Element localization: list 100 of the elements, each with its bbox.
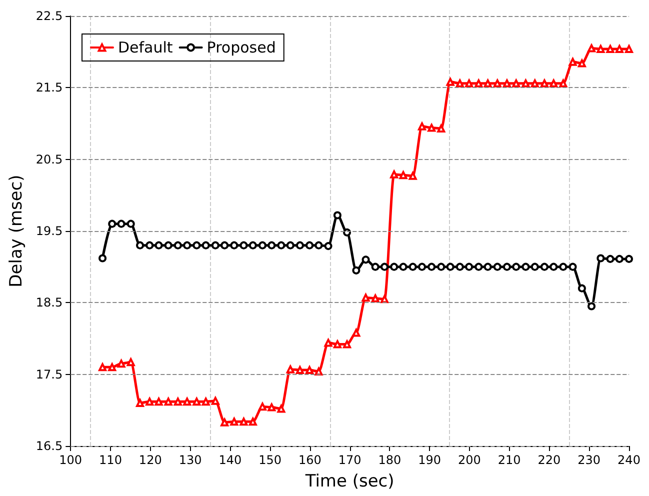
x-tick-label: 130 bbox=[178, 453, 202, 467]
point bbox=[268, 403, 276, 412]
point bbox=[268, 241, 276, 250]
point bbox=[258, 241, 266, 250]
point bbox=[380, 262, 389, 271]
point bbox=[596, 44, 605, 53]
point bbox=[277, 241, 286, 250]
x-tick-label: 210 bbox=[498, 453, 521, 467]
point bbox=[428, 124, 436, 132]
point bbox=[314, 241, 323, 250]
x-tick-label: 170 bbox=[338, 453, 362, 467]
x-tick-label: 190 bbox=[418, 453, 442, 467]
point bbox=[559, 262, 568, 271]
y-tick-label: 18.5 bbox=[36, 296, 63, 310]
point bbox=[418, 262, 426, 271]
point bbox=[512, 79, 520, 88]
x-tick-label: 240 bbox=[618, 453, 640, 467]
point bbox=[380, 295, 389, 304]
point bbox=[211, 241, 220, 250]
point bbox=[136, 241, 144, 250]
x-axis-title: Time (sec) bbox=[304, 472, 394, 492]
point bbox=[522, 79, 530, 88]
point bbox=[192, 241, 201, 250]
x-tick-label: 140 bbox=[218, 453, 242, 467]
point bbox=[596, 254, 605, 262]
point bbox=[408, 262, 417, 271]
point bbox=[211, 396, 220, 405]
point bbox=[333, 340, 342, 348]
x-tick-label: 160 bbox=[298, 453, 322, 467]
point bbox=[530, 262, 539, 271]
point bbox=[352, 266, 360, 274]
point bbox=[286, 365, 294, 374]
point bbox=[456, 79, 464, 88]
point bbox=[606, 254, 614, 263]
point bbox=[277, 404, 286, 413]
point bbox=[333, 211, 342, 220]
point bbox=[306, 241, 314, 250]
point bbox=[126, 220, 135, 228]
point bbox=[324, 338, 332, 347]
point bbox=[154, 241, 163, 250]
point bbox=[352, 328, 360, 337]
point bbox=[625, 254, 633, 263]
y-tick-label: 22.5 bbox=[36, 9, 63, 23]
point bbox=[390, 262, 398, 271]
point bbox=[117, 220, 126, 228]
point bbox=[314, 367, 323, 376]
point bbox=[446, 262, 454, 271]
point bbox=[220, 418, 229, 426]
x-tick-label: 180 bbox=[378, 453, 402, 467]
y-tick-label: 17.5 bbox=[36, 367, 63, 382]
point bbox=[559, 79, 568, 88]
y-tick-label: 19.5 bbox=[36, 224, 63, 238]
point bbox=[343, 228, 352, 236]
point bbox=[540, 79, 548, 88]
point bbox=[493, 79, 502, 88]
x-tick-label: 220 bbox=[538, 453, 561, 467]
y-tick-label: 21.5 bbox=[36, 80, 63, 95]
point bbox=[625, 44, 633, 53]
y-axis-title: Delay (msec) bbox=[6, 174, 26, 288]
x-tick-label: 150 bbox=[258, 453, 282, 467]
point bbox=[202, 241, 210, 250]
point bbox=[588, 302, 596, 310]
point bbox=[474, 79, 483, 88]
point bbox=[437, 262, 446, 271]
point bbox=[371, 262, 380, 271]
point bbox=[399, 262, 408, 271]
point bbox=[502, 79, 511, 88]
point bbox=[588, 44, 596, 52]
point bbox=[343, 340, 352, 348]
point bbox=[465, 262, 474, 271]
point bbox=[230, 241, 238, 250]
point bbox=[418, 122, 426, 130]
legend-label: Proposed bbox=[206, 38, 276, 56]
point bbox=[456, 262, 464, 271]
point bbox=[174, 241, 182, 250]
point bbox=[615, 254, 624, 263]
point bbox=[465, 79, 474, 88]
point bbox=[371, 294, 380, 302]
point bbox=[362, 256, 370, 264]
point bbox=[324, 242, 332, 250]
x-tick-label: 120 bbox=[138, 453, 162, 467]
point bbox=[606, 44, 614, 53]
point bbox=[502, 262, 511, 271]
point bbox=[522, 262, 530, 271]
point bbox=[286, 241, 294, 250]
point bbox=[493, 262, 502, 271]
point bbox=[540, 262, 548, 271]
y-tick-label: 16.5 bbox=[36, 439, 63, 453]
point bbox=[428, 262, 436, 271]
point bbox=[296, 241, 304, 250]
x-tick-label: 230 bbox=[578, 453, 601, 467]
legend-label: Default bbox=[118, 38, 173, 56]
point bbox=[408, 172, 417, 180]
point bbox=[446, 78, 454, 86]
point bbox=[248, 241, 257, 250]
point bbox=[530, 79, 539, 88]
x-tick-label: 110 bbox=[99, 453, 122, 467]
point bbox=[164, 241, 172, 250]
point bbox=[183, 241, 192, 250]
point bbox=[550, 79, 558, 88]
